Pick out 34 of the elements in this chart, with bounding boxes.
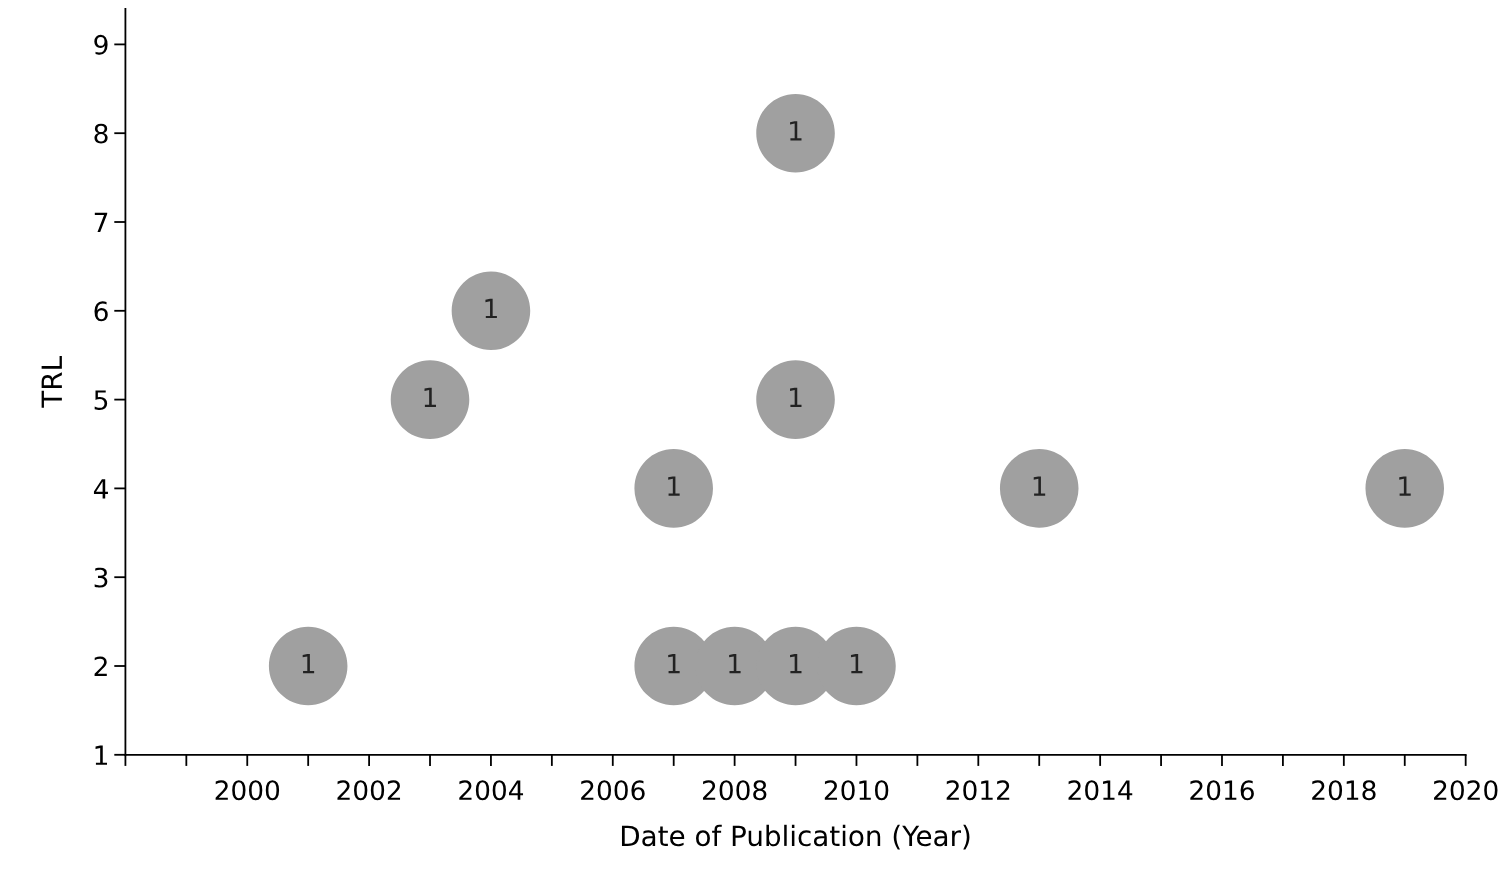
y-tick-label: 3 [94, 567, 108, 588]
data-label: 1 [485, 298, 497, 319]
data-label: 1 [1033, 476, 1046, 496]
data-label: 1 [1399, 476, 1411, 496]
x-tick-label: 2004 [459, 780, 524, 801]
x-tick-label: 2018 [1312, 780, 1376, 801]
x-tick-label: 2016 [1190, 780, 1254, 801]
y-axis-title: TRL [41, 356, 62, 408]
y-tick-label: 1 [95, 745, 107, 765]
data-label: 1 [424, 387, 436, 407]
data-label: 1 [668, 654, 680, 674]
data-label: 1 [729, 654, 741, 674]
x-tick-label: 2020 [1434, 780, 1498, 801]
x-tick-label: 2002 [337, 780, 401, 801]
data-label: 1 [790, 387, 802, 407]
x-tick-label: 2000 [215, 780, 280, 801]
x-tick-label: 2014 [1068, 780, 1133, 801]
x-tick-label: 2010 [824, 780, 889, 801]
x-axis-title: Date of Publication (Year) [621, 824, 970, 850]
data-label: 1 [302, 654, 315, 674]
data-label: 1 [668, 476, 680, 496]
data-label: 1 [790, 121, 802, 141]
y-tick-label: 6 [94, 301, 108, 322]
y-tick-label: 2 [94, 656, 107, 677]
data-label: 1 [790, 654, 802, 674]
x-tick-label: 2012 [946, 780, 1010, 801]
y-tick-label: 4 [93, 479, 108, 499]
y-tick-label: 7 [94, 212, 108, 233]
x-tick-label: 2006 [581, 780, 645, 801]
y-tick-label: 9 [94, 34, 108, 55]
y-tick-label: 5 [94, 390, 108, 410]
data-label: 1 [850, 654, 863, 674]
y-tick-label: 8 [94, 123, 108, 144]
x-tick-label: 2008 [702, 780, 767, 801]
